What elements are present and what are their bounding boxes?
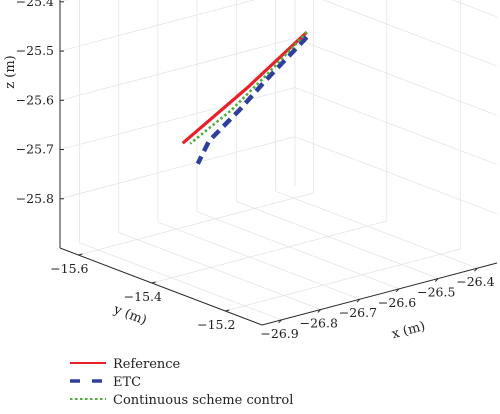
legend-label-2: ETC <box>113 375 141 390</box>
gridline <box>225 248 461 312</box>
legend-label-3: Continuous scheme control <box>113 393 293 408</box>
gridline <box>118 232 321 310</box>
z-tick-label: −25.7 <box>16 142 54 157</box>
x-tick-label: −26.5 <box>417 285 455 300</box>
x-tick-label: −26.4 <box>456 274 494 289</box>
series-line-2 <box>195 35 309 165</box>
y-tick-label: −15.2 <box>197 317 235 332</box>
y-axis-label: y (m) <box>111 302 149 329</box>
x-tick-mark <box>474 267 478 272</box>
x-tick-mark <box>317 309 322 313</box>
x-tick-label: −26.6 <box>378 295 416 310</box>
y-tick-label: −15.6 <box>50 261 88 276</box>
gridline <box>294 87 498 165</box>
x-axis-label: x (m) <box>390 319 427 342</box>
grid-layer <box>59 0 498 321</box>
gridline <box>78 192 314 256</box>
gridline <box>196 211 400 290</box>
gridline <box>236 201 439 279</box>
y-tick-mark <box>151 281 156 284</box>
series-line-3 <box>189 31 308 145</box>
gridline <box>79 242 282 321</box>
gridline <box>59 37 296 101</box>
legend: Reference ETC Continuous scheme control <box>70 357 293 408</box>
x-tick-label: −26.9 <box>260 326 298 341</box>
z-tick-label: −25.5 <box>16 43 54 58</box>
series-line-1 <box>181 31 308 145</box>
gridline <box>59 136 296 200</box>
x-tick-label: −26.8 <box>300 316 338 331</box>
gridline <box>322 0 498 67</box>
x-tick-mark <box>356 298 361 303</box>
gridline <box>157 221 361 300</box>
gridline <box>59 0 69 3</box>
x-axis-line <box>261 262 498 326</box>
x-tick-mark <box>395 288 400 293</box>
gridline <box>59 0 255 52</box>
gridline <box>151 220 387 284</box>
z-axis-label: z (m) <box>3 55 18 88</box>
tick-labels: −26.9−26.8−26.7−26.6−26.5−26.4 −15.2 −15.4… <box>16 0 495 341</box>
y-axis-line <box>59 247 263 326</box>
x-tick-mark <box>278 319 282 324</box>
gridline <box>275 190 478 269</box>
axes-box <box>59 0 498 326</box>
z-tick-label: −25.4 <box>16 0 54 9</box>
z-tick-label: −25.6 <box>16 92 54 107</box>
gridline <box>294 37 498 116</box>
gridline <box>451 0 498 18</box>
series-layer <box>181 31 309 165</box>
x-tick-label: −26.7 <box>339 305 377 320</box>
y-tick-label: −15.4 <box>124 289 162 304</box>
z-tick-label: −25.8 <box>16 191 54 206</box>
legend-label-1: Reference <box>113 357 181 372</box>
gridline <box>294 136 498 215</box>
x-tick-mark <box>434 278 439 282</box>
y-tick-mark <box>78 253 83 256</box>
y-tick-mark <box>225 309 230 312</box>
gridline <box>59 87 296 150</box>
